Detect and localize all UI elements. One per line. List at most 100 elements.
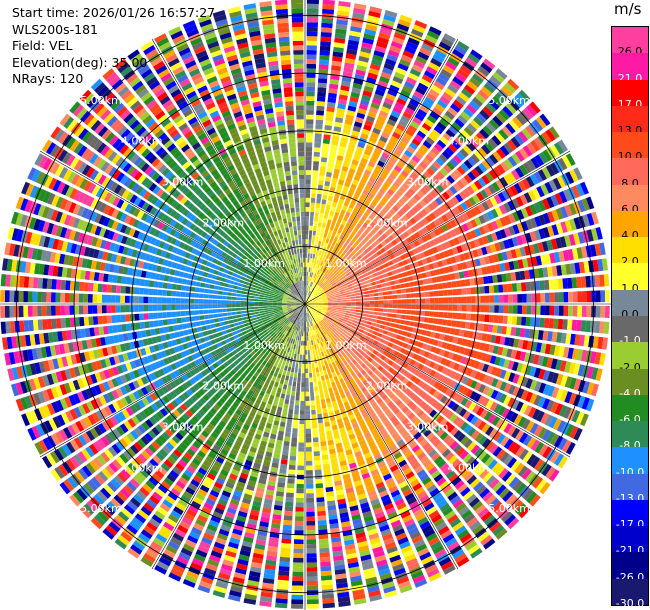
- range-gate: [481, 266, 488, 275]
- range-gate: [268, 384, 273, 390]
- range-gate: [305, 188, 311, 194]
- range-gate: [317, 255, 321, 260]
- range-gate: [395, 399, 403, 407]
- range-gate: [288, 380, 293, 386]
- range-gate: [401, 299, 407, 304]
- range-gate: [565, 333, 572, 345]
- range-gate: [370, 131, 380, 139]
- range-gate: [328, 214, 333, 221]
- range-gate: [357, 353, 363, 360]
- range-gate: [490, 366, 498, 376]
- range-gate: [327, 504, 337, 511]
- range-gate: [439, 418, 448, 427]
- range-gate: [262, 507, 272, 514]
- range-gate: [535, 293, 541, 303]
- range-gate: [440, 560, 454, 571]
- range-gate: [338, 352, 343, 358]
- range-gate: [264, 407, 271, 414]
- range-gate: [376, 41, 388, 49]
- range-gate: [535, 479, 547, 492]
- range-gate: [203, 414, 212, 422]
- range-gate: [408, 338, 415, 345]
- range-gate: [573, 217, 582, 230]
- range-gate: [363, 287, 369, 292]
- range-gate: [472, 500, 483, 512]
- range-gate: [417, 516, 429, 526]
- range-gate: [285, 501, 294, 507]
- range-gate: [421, 272, 427, 279]
- range-gate: [416, 435, 425, 444]
- range-gate: [412, 205, 420, 214]
- range-gate: [313, 151, 320, 157]
- range-gate: [387, 550, 400, 559]
- range-gate: [356, 415, 363, 422]
- range-gate: [489, 295, 495, 303]
- range-gate: [395, 189, 404, 197]
- range-gate: [319, 552, 330, 558]
- range-gate: [298, 307, 302, 311]
- range-gate: [404, 107, 415, 116]
- range-gate: [429, 190, 438, 199]
- range-gate: [542, 446, 553, 459]
- range-gate: [310, 330, 314, 336]
- range-gate: [437, 383, 445, 392]
- range-gate: [198, 433, 207, 442]
- range-gate: [218, 498, 228, 507]
- range-gate: [368, 10, 381, 18]
- range-gate: [107, 501, 119, 513]
- range-gate: [261, 512, 271, 519]
- range-gate: [421, 235, 429, 243]
- range-gate: [276, 486, 285, 493]
- range-gate: [306, 322, 308, 328]
- range-gate: [447, 400, 456, 409]
- range-gate: [366, 283, 372, 287]
- range-gate: [388, 367, 395, 374]
- range-gate: [550, 451, 561, 464]
- range-gate: [305, 308, 307, 314]
- range-gate: [417, 547, 430, 557]
- range-gate: [457, 214, 465, 224]
- range-gate: [366, 252, 372, 258]
- range-gate: [512, 500, 524, 512]
- range-gate: [469, 278, 475, 286]
- range-gate: [330, 280, 335, 285]
- range-gate: [353, 446, 361, 453]
- range-gate: [520, 234, 528, 245]
- range-gate: [386, 176, 394, 184]
- range-gate: [515, 350, 522, 360]
- range-gate: [383, 127, 392, 135]
- range-gate: [154, 469, 165, 479]
- range-gate: [172, 532, 184, 542]
- range-gate: [300, 396, 305, 401]
- range-gate: [395, 284, 401, 289]
- range-gate: [439, 136, 450, 146]
- range-gate: [345, 294, 351, 298]
- range-gate: [377, 316, 383, 320]
- range-gate: [217, 436, 226, 444]
- range-gate: [383, 473, 392, 481]
- range-gate: [284, 325, 289, 330]
- range-gate: [305, 257, 308, 263]
- range-gate: [478, 373, 486, 382]
- range-gate: [282, 445, 290, 451]
- range-gate: [319, 547, 330, 553]
- range-gate: [372, 252, 379, 259]
- range-gate: [331, 177, 338, 184]
- range-gate: [422, 459, 432, 468]
- range-gate: [336, 336, 341, 342]
- range-gate: [132, 516, 144, 528]
- range-gate: [259, 596, 273, 603]
- range-gate: [396, 97, 407, 106]
- range-gate: [130, 544, 143, 555]
- range-gate: [327, 97, 337, 104]
- range-gate: [245, 393, 252, 400]
- range-gate: [170, 452, 179, 462]
- range-gate: [263, 460, 271, 467]
- range-gate: [252, 500, 262, 507]
- range-gate: [266, 388, 272, 395]
- range-gate: [315, 483, 324, 489]
- range-gate: [253, 496, 263, 503]
- range-gate: [374, 304, 379, 308]
- range-gate: [308, 354, 311, 360]
- range-gate: [372, 184, 380, 192]
